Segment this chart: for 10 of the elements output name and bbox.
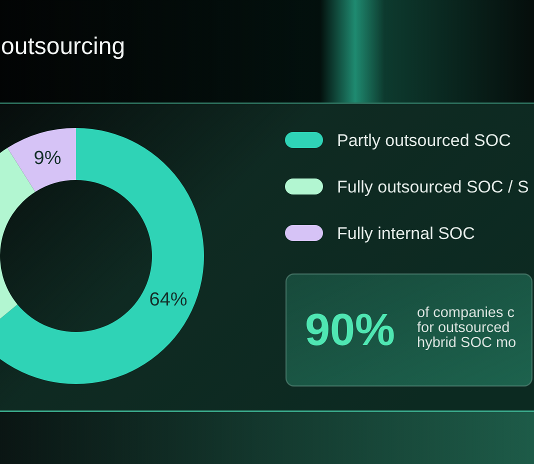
text: of companies c	[417, 305, 515, 321]
legend-label: Fully internal SOC	[337, 224, 475, 242]
legend-label: Fully outsourced SOC / S	[337, 177, 529, 196]
text: 90%	[305, 304, 396, 355]
data-label: 9%	[34, 148, 62, 169]
text: for outsourced	[417, 320, 510, 336]
text: hybrid SOC mo	[417, 335, 516, 351]
chart-title: outsourcing	[1, 33, 126, 60]
legend-label: Partly outsourced SOC	[337, 130, 511, 150]
data-label: 64%	[149, 288, 188, 310]
